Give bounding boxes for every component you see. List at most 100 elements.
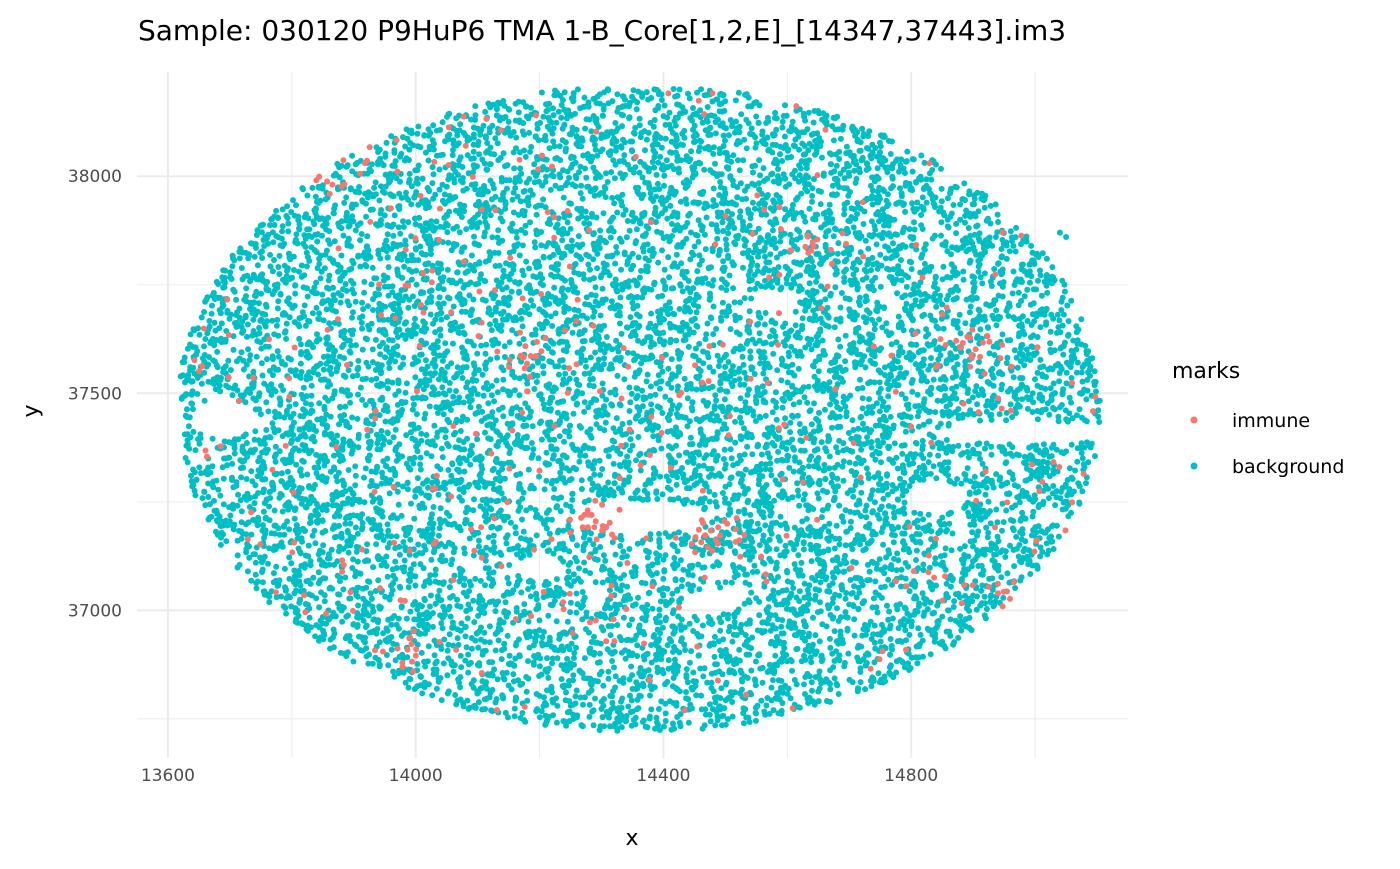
point-background: [310, 310, 316, 316]
point-background: [1043, 322, 1049, 328]
point-background: [1008, 228, 1014, 234]
point-background: [472, 215, 478, 221]
point-background: [303, 601, 309, 607]
point-background: [606, 676, 612, 682]
point-background: [389, 647, 395, 653]
point-background: [491, 151, 497, 157]
point-background: [442, 434, 448, 440]
point-background: [390, 233, 396, 239]
point-background: [839, 290, 845, 296]
point-background: [370, 346, 376, 352]
point-background: [673, 150, 679, 156]
point-background: [396, 626, 402, 632]
point-background: [1016, 290, 1022, 296]
point-background: [754, 263, 760, 269]
point-background: [1011, 374, 1017, 380]
point-background: [548, 187, 554, 193]
point-background: [284, 321, 290, 327]
point-background: [290, 197, 296, 203]
point-background: [598, 342, 604, 348]
point-background: [931, 297, 937, 303]
point-background: [593, 284, 599, 290]
point-background: [775, 166, 781, 172]
point-background: [522, 719, 528, 725]
point-background: [656, 706, 662, 712]
point-background: [998, 574, 1004, 580]
point-background: [260, 579, 266, 585]
point-background: [726, 359, 732, 365]
point-background: [252, 254, 258, 260]
point-background: [1013, 249, 1019, 255]
point-background: [285, 228, 291, 234]
point-background: [953, 221, 959, 227]
point-background: [584, 315, 590, 321]
point-background: [784, 606, 790, 612]
point-background: [957, 202, 963, 208]
point-background: [469, 646, 475, 652]
point-background: [346, 550, 352, 556]
point-background: [349, 415, 355, 421]
point-background: [678, 157, 684, 163]
point-background: [737, 208, 743, 214]
point-background: [474, 351, 480, 357]
point-background: [943, 545, 949, 551]
point-background: [254, 354, 260, 360]
point-background: [1068, 298, 1074, 304]
point-background: [878, 386, 884, 392]
point-background: [1078, 316, 1084, 322]
point-background: [388, 356, 394, 362]
point-background: [328, 431, 334, 437]
point-background: [627, 399, 633, 405]
point-background: [700, 189, 706, 195]
point-background: [982, 594, 988, 600]
point-background: [656, 607, 662, 613]
point-background: [675, 548, 681, 554]
point-background: [887, 274, 893, 280]
point-background: [400, 218, 406, 224]
point-background: [887, 664, 893, 670]
point-background: [774, 546, 780, 552]
point-background: [717, 628, 723, 634]
point-background: [1024, 388, 1030, 394]
point-background: [711, 688, 717, 694]
point-background: [227, 513, 233, 519]
point-background: [1015, 484, 1021, 490]
point-background: [677, 306, 683, 312]
point-background: [967, 309, 973, 315]
point-background: [669, 597, 675, 603]
point-background: [1013, 534, 1019, 540]
point-background: [287, 594, 293, 600]
point-background: [544, 450, 550, 456]
point-background: [462, 520, 468, 526]
point-background: [596, 245, 602, 251]
point-background: [292, 516, 298, 522]
point-background: [573, 160, 579, 166]
point-background: [470, 598, 476, 604]
point-background: [938, 219, 944, 225]
point-background: [918, 212, 924, 218]
point-background: [748, 296, 754, 302]
point-background: [740, 265, 746, 271]
point-background: [520, 120, 526, 126]
point-background: [401, 264, 407, 270]
point-background: [671, 675, 677, 681]
point-background: [468, 404, 474, 410]
point-background: [801, 681, 807, 687]
point-background: [613, 552, 619, 558]
point-background: [262, 312, 268, 318]
point-background: [720, 671, 726, 677]
point-background: [637, 367, 643, 373]
point-background: [201, 489, 207, 495]
point-background: [597, 472, 603, 478]
point-background: [689, 318, 695, 324]
point-background: [921, 356, 927, 362]
point-background: [760, 665, 766, 671]
point-background: [388, 533, 394, 539]
point-background: [685, 581, 691, 587]
point-background: [690, 285, 696, 291]
point-background: [965, 465, 971, 471]
point-background: [933, 304, 939, 310]
point-background: [885, 393, 891, 399]
point-background: [897, 601, 903, 607]
point-background: [682, 647, 688, 653]
